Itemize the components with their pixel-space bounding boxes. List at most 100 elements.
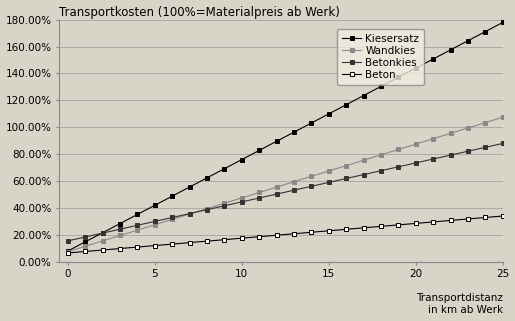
Beton <box>186 241 193 245</box>
Beton <box>82 249 89 253</box>
Wandkies <box>360 158 367 162</box>
Betonkies <box>82 235 89 239</box>
Text: Transportdistanz
in km ab Werk: Transportdistanz in km ab Werk <box>416 293 503 315</box>
Beton <box>204 239 210 243</box>
Betonkies <box>169 216 176 220</box>
Line: Betonkies: Betonkies <box>65 141 505 243</box>
Wandkies <box>99 239 106 243</box>
Beton <box>308 230 315 234</box>
Kiesersatz <box>186 185 193 189</box>
Beton <box>465 217 471 221</box>
Beton <box>291 232 297 236</box>
Wandkies <box>413 142 419 146</box>
Kiesersatz <box>99 231 106 235</box>
Betonkies <box>430 157 436 161</box>
Kiesersatz <box>326 112 332 116</box>
Beton <box>413 221 419 225</box>
Kiesersatz <box>343 103 349 107</box>
Wandkies <box>169 217 176 221</box>
Wandkies <box>483 121 489 125</box>
Wandkies <box>239 196 245 200</box>
Betonkies <box>326 180 332 184</box>
Kiesersatz <box>413 66 419 70</box>
Wandkies <box>500 115 506 119</box>
Wandkies <box>343 164 349 168</box>
Wandkies <box>152 223 158 227</box>
Kiesersatz <box>378 84 384 88</box>
Kiesersatz <box>483 30 489 33</box>
Beton <box>396 223 402 227</box>
Beton <box>221 238 228 242</box>
Beton <box>239 236 245 240</box>
Betonkies <box>360 173 367 177</box>
Kiesersatz <box>308 121 315 125</box>
Betonkies <box>65 239 71 243</box>
Line: Beton: Beton <box>65 213 505 256</box>
Wandkies <box>82 244 89 248</box>
Wandkies <box>448 131 454 135</box>
Wandkies <box>256 191 262 195</box>
Beton <box>256 235 262 239</box>
Wandkies <box>430 137 436 141</box>
Beton <box>65 251 71 255</box>
Kiesersatz <box>204 176 210 180</box>
Wandkies <box>308 174 315 178</box>
Wandkies <box>291 180 297 184</box>
Kiesersatz <box>360 94 367 98</box>
Line: Wandkies: Wandkies <box>65 115 505 254</box>
Betonkies <box>256 196 262 200</box>
Text: Transportkosten (100%=Materialpreis ab Werk): Transportkosten (100%=Materialpreis ab W… <box>59 5 340 19</box>
Kiesersatz <box>65 249 71 253</box>
Kiesersatz <box>152 203 158 207</box>
Beton <box>448 219 454 222</box>
Wandkies <box>273 185 280 189</box>
Beton <box>117 247 123 250</box>
Kiesersatz <box>117 221 123 225</box>
Beton <box>343 227 349 231</box>
Betonkies <box>413 161 419 165</box>
Wandkies <box>221 201 228 205</box>
Wandkies <box>186 212 193 216</box>
Kiesersatz <box>82 240 89 244</box>
Kiesersatz <box>396 75 402 79</box>
Wandkies <box>204 207 210 211</box>
Wandkies <box>326 169 332 173</box>
Beton <box>99 248 106 252</box>
Wandkies <box>117 234 123 238</box>
Kiesersatz <box>239 158 245 161</box>
Kiesersatz <box>291 130 297 134</box>
Beton <box>152 244 158 247</box>
Wandkies <box>134 228 141 232</box>
Betonkies <box>221 204 228 208</box>
Betonkies <box>239 200 245 204</box>
Kiesersatz <box>134 213 141 216</box>
Wandkies <box>65 250 71 254</box>
Kiesersatz <box>465 39 471 43</box>
Kiesersatz <box>221 167 228 170</box>
Wandkies <box>396 148 402 152</box>
Betonkies <box>186 212 193 215</box>
Kiesersatz <box>169 194 176 198</box>
Beton <box>500 214 506 218</box>
Kiesersatz <box>500 21 506 24</box>
Betonkies <box>448 153 454 157</box>
Betonkies <box>483 145 489 149</box>
Legend: Kiesersatz, Wandkies, Betonkies, Beton: Kiesersatz, Wandkies, Betonkies, Beton <box>337 29 424 85</box>
Beton <box>378 224 384 228</box>
Betonkies <box>152 220 158 223</box>
Wandkies <box>378 153 384 157</box>
Kiesersatz <box>256 149 262 152</box>
Kiesersatz <box>448 48 454 52</box>
Kiesersatz <box>273 139 280 143</box>
Betonkies <box>99 231 106 235</box>
Betonkies <box>117 227 123 231</box>
Betonkies <box>291 188 297 192</box>
Beton <box>360 226 367 230</box>
Betonkies <box>396 165 402 169</box>
Beton <box>430 220 436 224</box>
Betonkies <box>343 177 349 180</box>
Beton <box>273 233 280 237</box>
Betonkies <box>500 142 506 145</box>
Beton <box>134 245 141 249</box>
Kiesersatz <box>430 57 436 61</box>
